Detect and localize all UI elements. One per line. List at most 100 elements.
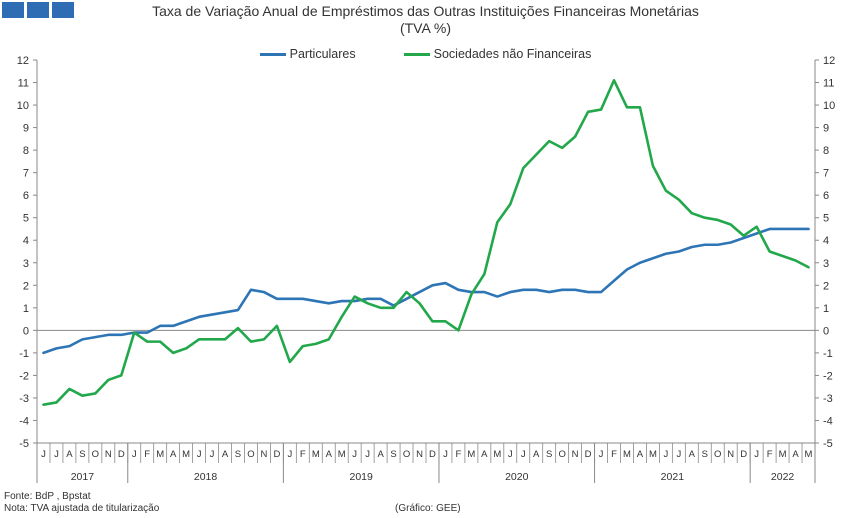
x-month-label: M — [467, 449, 475, 460]
x-month-label: M — [649, 449, 657, 460]
x-month-label: J — [287, 449, 292, 460]
logo-block-3 — [52, 2, 74, 18]
x-month-label: D — [585, 449, 592, 460]
x-month-label: J — [41, 449, 46, 460]
y-tick-label-left: 10 — [17, 100, 29, 112]
x-month-label: A — [66, 449, 73, 460]
x-month-label: J — [754, 449, 759, 460]
y-tick-label-right: 0 — [823, 325, 829, 337]
legend-item-particulares: Particulares — [259, 47, 356, 61]
x-month-label: M — [623, 449, 631, 460]
legend-swatch-particulares — [259, 52, 286, 56]
x-month-label: M — [182, 449, 190, 460]
y-tick-label-right: 2 — [823, 280, 829, 292]
x-month-label: A — [170, 449, 177, 460]
legend: Particulares Sociedades não Financeiras — [0, 47, 851, 61]
series-line-particulares — [42, 227, 810, 355]
x-month-label: D — [740, 449, 747, 460]
y-tick-label-right: 8 — [823, 145, 829, 157]
legend-label-sociedades: Sociedades não Financeiras — [433, 47, 592, 61]
legend-item-sociedades: Sociedades não Financeiras — [403, 47, 592, 61]
x-month-label: J — [443, 449, 448, 460]
x-month-label: A — [326, 449, 333, 460]
x-month-label: F — [144, 449, 150, 460]
x-month-label: N — [105, 449, 112, 460]
x-month-label: J — [132, 449, 137, 460]
y-tick-label-right: 5 — [823, 213, 829, 225]
x-month-label: F — [300, 449, 306, 460]
x-month-label: O — [247, 449, 254, 460]
y-tick-label-right: 1 — [823, 303, 829, 315]
x-month-label: S — [546, 449, 552, 460]
x-month-label: F — [456, 449, 462, 460]
logo-block-1 — [2, 2, 24, 18]
x-month-label: O — [92, 449, 99, 460]
chart-title-line2: (TVA %) — [399, 20, 452, 36]
x-month-label: A — [533, 449, 540, 460]
x-month-label: F — [767, 449, 773, 460]
y-tick-label-right: 3 — [823, 258, 829, 270]
x-month-label: O — [558, 449, 565, 460]
series-line-sociedades — [42, 78, 810, 407]
y-tick-label-left: -5 — [19, 438, 29, 450]
y-tick-label-right: -2 — [823, 370, 833, 382]
legend-label-particulares: Particulares — [289, 47, 356, 61]
x-month-label: D — [429, 449, 436, 460]
y-tick-label-right: -1 — [823, 348, 833, 360]
x-month-label: S — [79, 449, 85, 460]
y-tick-label-left: 1 — [23, 303, 29, 315]
y-tick-label-right: 6 — [823, 190, 829, 202]
x-month-label: A — [377, 449, 384, 460]
y-tick-label-right: 11 — [823, 78, 834, 90]
x-month-label: J — [210, 449, 215, 460]
legend-swatch-sociedades — [403, 52, 430, 56]
y-tick-label-left: 11 — [18, 78, 29, 90]
y-tick-label-right: -4 — [823, 415, 833, 427]
x-month-label: N — [416, 449, 423, 460]
x-month-label: D — [118, 449, 125, 460]
x-month-label: J — [352, 449, 357, 460]
x-month-label: J — [599, 449, 604, 460]
y-tick-label-left: -4 — [19, 415, 29, 427]
x-year-label: 2018 — [194, 471, 218, 483]
y-tick-label-left: 0 — [23, 325, 29, 337]
y-tick-label-right: 10 — [823, 100, 835, 112]
x-month-label: S — [702, 449, 708, 460]
y-tick-label-left: 4 — [23, 235, 29, 247]
y-tick-label-left: 12 — [17, 55, 29, 67]
y-tick-label-left: -2 — [19, 370, 29, 382]
x-month-label: S — [390, 449, 396, 460]
y-tick-label-right: 4 — [823, 235, 829, 247]
x-month-label: M — [338, 449, 346, 460]
logo — [2, 2, 74, 18]
x-month-label: A — [481, 449, 488, 460]
x-month-label: A — [689, 449, 696, 460]
y-tick-label-left: -1 — [19, 348, 29, 360]
y-tick-label-right: -5 — [823, 438, 833, 450]
x-month-label: M — [805, 449, 813, 460]
y-tick-label-left: 3 — [23, 258, 29, 270]
x-month-label: J — [365, 449, 370, 460]
y-tick-label-left: 2 — [23, 280, 29, 292]
y-tick-label-left: 5 — [23, 213, 29, 225]
x-month-label: A — [792, 449, 799, 460]
logo-block-2 — [27, 2, 49, 18]
y-tick-label-left: 6 — [23, 190, 29, 202]
x-month-label: D — [273, 449, 280, 460]
chart-title-line1: Taxa de Variação Anual de Empréstimos da… — [152, 3, 699, 19]
x-month-label: J — [521, 449, 526, 460]
footer-source: Fonte: BdP , Bpstat — [4, 491, 91, 502]
x-month-label: M — [312, 449, 320, 460]
x-month-label: N — [727, 449, 734, 460]
x-month-label: M — [493, 449, 501, 460]
x-month-label: N — [572, 449, 579, 460]
x-year-label: 2022 — [771, 471, 795, 483]
y-tick-label-right: -3 — [823, 393, 833, 405]
x-year-label: 2020 — [505, 471, 529, 483]
x-month-label: J — [508, 449, 513, 460]
footer-credit: (Gráfico: GEE) — [395, 503, 461, 514]
x-month-label: J — [197, 449, 202, 460]
y-tick-label-right: 12 — [823, 55, 835, 67]
x-month-label: O — [403, 449, 410, 460]
